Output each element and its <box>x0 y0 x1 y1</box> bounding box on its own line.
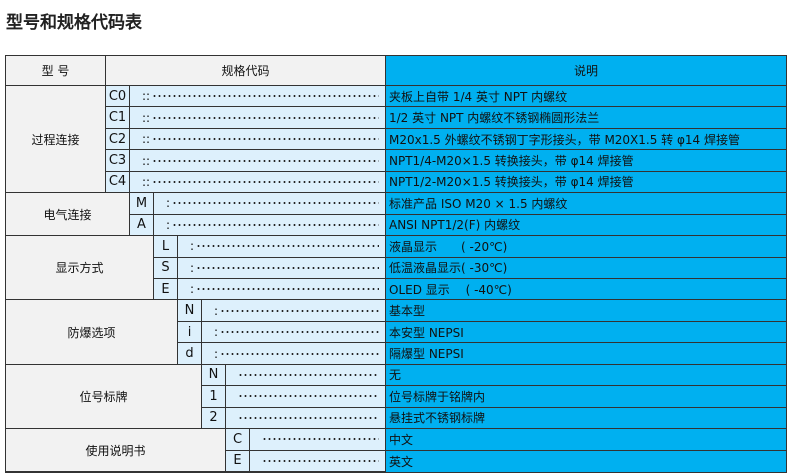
spec-description: 隔爆型 NEPSI <box>386 343 786 365</box>
leader-prefix: :: <box>142 153 151 168</box>
dot-leader: :: <box>130 128 386 151</box>
leader-prefix: :: <box>142 132 151 147</box>
group-label: 防爆选项 <box>6 300 178 365</box>
dot-leader: : <box>178 279 386 301</box>
dot-leader <box>226 386 386 408</box>
group-label: 显示方式 <box>6 236 154 301</box>
dot-leader: : <box>154 214 386 237</box>
dot-leader: : <box>202 300 386 322</box>
dotted-line <box>152 180 379 183</box>
dotted-line <box>152 116 379 119</box>
dot-leader <box>250 429 386 451</box>
leader-prefix: : <box>190 282 195 297</box>
header-desc: 说明 <box>386 56 786 86</box>
spec-code: C <box>226 429 250 451</box>
spec-description: 基本型 <box>386 300 786 322</box>
dot-leader: : <box>202 343 386 365</box>
dotted-line <box>152 159 379 162</box>
spec-code: N <box>178 300 202 322</box>
dotted-line <box>152 95 379 98</box>
dot-leader: : <box>178 257 386 279</box>
spec-description: 位号标牌于铭牌内 <box>386 386 786 408</box>
spec-description: 1/2 英寸 NPT 内螺纹不锈钢椭圆形法兰 <box>386 107 786 129</box>
dotted-line <box>220 352 379 355</box>
dotted-line <box>220 331 379 334</box>
spec-code: C0 <box>106 86 130 108</box>
dotted-line <box>172 223 379 226</box>
spec-description: 低温液晶显示( -30℃) <box>386 257 786 279</box>
dotted-line <box>196 266 379 269</box>
group-label: 过程连接 <box>6 86 106 194</box>
spec-description: M20x1.5 外螺纹不锈钢丁字形接头，带 M20X1.5 转 φ14 焊接管 <box>386 128 786 151</box>
spec-code: M <box>130 193 154 215</box>
spec-code: E <box>226 450 250 472</box>
spec-description: 英文 <box>386 450 786 472</box>
dotted-line <box>238 416 379 419</box>
leader-prefix: : <box>190 260 195 275</box>
spec-code: i <box>178 321 202 344</box>
leader-prefix: :: <box>142 174 151 189</box>
leader-prefix: : <box>214 325 219 340</box>
spec-code: 2 <box>202 407 226 430</box>
group-label: 使用说明书 <box>6 429 226 472</box>
dot-leader: :: <box>130 171 386 194</box>
dotted-line <box>196 245 379 248</box>
leader-prefix: : <box>190 239 195 254</box>
leader-prefix: : <box>166 196 171 211</box>
dot-leader <box>226 364 386 387</box>
spec-description: 液晶显示 ( -20℃) <box>386 236 786 258</box>
dot-leader: :: <box>130 86 386 108</box>
dot-leader: : <box>154 193 386 215</box>
spec-description: 中文 <box>386 429 786 451</box>
spec-code: C2 <box>106 128 130 151</box>
header-model: 型 号 <box>6 56 106 86</box>
spec-code: E <box>154 279 178 301</box>
dot-leader: :: <box>130 107 386 129</box>
spec-code: 1 <box>202 386 226 408</box>
spec-code: C1 <box>106 107 130 129</box>
model-spec-table: 型 号 规格代码 说明 过程连接 C0:: 夹板上自带 1/4 英寸 NPT 内螺纹… <box>5 55 787 473</box>
group-label: 电气连接 <box>6 193 130 237</box>
dotted-line <box>172 202 379 205</box>
spec-description: 本安型 NEPSI <box>386 321 786 344</box>
spec-code: L <box>154 236 178 258</box>
spec-code: S <box>154 257 178 279</box>
spec-code: C4 <box>106 171 130 194</box>
spec-description: 悬挂式不锈钢标牌 <box>386 407 786 430</box>
dot-leader: :: <box>130 150 386 172</box>
header-code: 规格代码 <box>106 56 386 86</box>
spec-code: C3 <box>106 150 130 172</box>
dotted-line <box>262 438 379 441</box>
spec-description: NPT1/4-M20×1.5 转换接头，带 φ14 焊接管 <box>386 150 786 172</box>
spec-description: ANSI NPT1/2(F) 内螺纹 <box>386 214 786 237</box>
dotted-line <box>220 309 379 312</box>
leader-prefix: : <box>166 217 171 232</box>
dotted-line <box>238 395 379 398</box>
spec-code: A <box>130 214 154 237</box>
spec-description: 标准产品 ISO M20 × 1.5 内螺纹 <box>386 193 786 215</box>
group-label: 位号标牌 <box>6 364 202 430</box>
spec-code: d <box>178 343 202 365</box>
page-title: 型号和规格代码表 <box>6 13 142 33</box>
spec-description: 无 <box>386 364 786 387</box>
spec-description: NPT1/2-M20×1.5 转换接头，带 φ14 焊接管 <box>386 171 786 194</box>
dotted-line <box>196 288 379 291</box>
dotted-line <box>238 373 379 376</box>
dot-leader: : <box>202 321 386 344</box>
spec-description: OLED 显示 ( -40℃) <box>386 279 786 301</box>
dotted-line <box>262 459 379 462</box>
spec-code: N <box>202 364 226 387</box>
leader-prefix: :: <box>142 89 151 104</box>
dot-leader <box>250 450 386 472</box>
dot-leader <box>226 407 386 430</box>
leader-prefix: : <box>214 303 219 318</box>
spec-description: 夹板上自带 1/4 英寸 NPT 内螺纹 <box>386 86 786 108</box>
dot-leader: : <box>178 236 386 258</box>
leader-prefix: : <box>214 346 219 361</box>
leader-prefix: :: <box>142 110 151 125</box>
dotted-line <box>152 138 379 141</box>
